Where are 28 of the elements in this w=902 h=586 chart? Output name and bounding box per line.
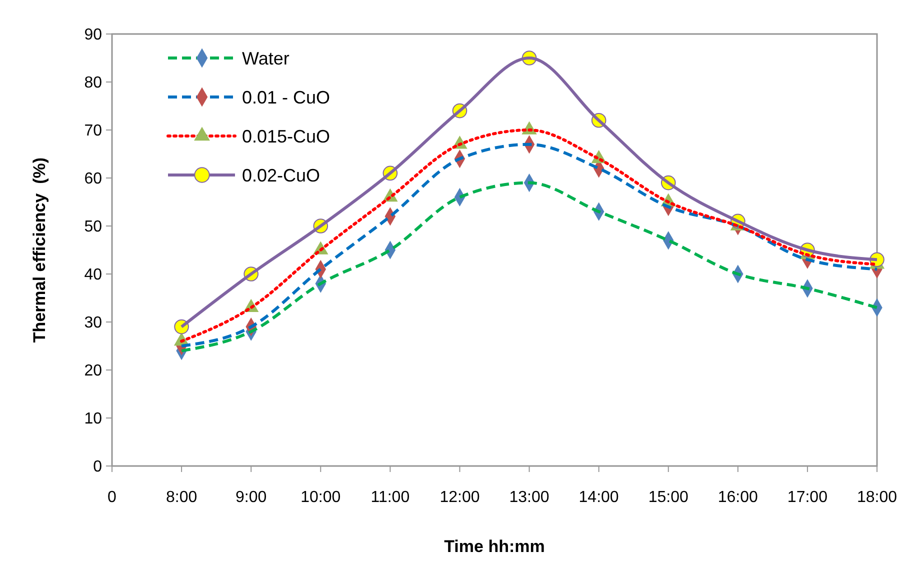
x-tick-label: 11:00 [370,489,410,506]
y-tick-label: 30 [84,314,102,332]
x-tick-label: 16:00 [718,489,758,506]
y-tick-label: 10 [84,410,102,428]
x-tick-label: 18:00 [856,489,898,506]
legend-label: 0.01 - CuO [242,87,330,108]
y-tick-label: 50 [84,218,102,236]
y-tick-label: 90 [84,26,102,44]
legend-label: 0.02-CuO [242,165,320,186]
x-tick-label: 12:00 [440,489,480,506]
y-tick-label: 40 [84,266,102,284]
legend-label: Water [242,48,290,68]
x-tick-label: 14:00 [578,489,619,506]
x-tick-label: 10:00 [300,489,341,506]
x-tick-label: 8:00 [166,489,198,506]
x-tick-label: 15:00 [648,489,688,506]
x-tick-label: 9:00 [236,489,267,506]
legend-label: 0.015-CuO [242,126,330,146]
y-tick-label: 0 [93,458,102,476]
y-tick-label: 70 [84,122,102,140]
x-tick-label: 13:00 [509,489,550,506]
y-axis-title: Thermal efficiency (%) [30,157,49,343]
x-tick-label: 0 [108,489,117,506]
x-axis-title: Time hh:mm [444,537,545,556]
y-tick-label: 60 [84,170,102,188]
y-tick-label: 80 [84,74,102,92]
y-tick-label: 20 [84,362,102,380]
x-tick-label: 17:00 [787,489,828,506]
